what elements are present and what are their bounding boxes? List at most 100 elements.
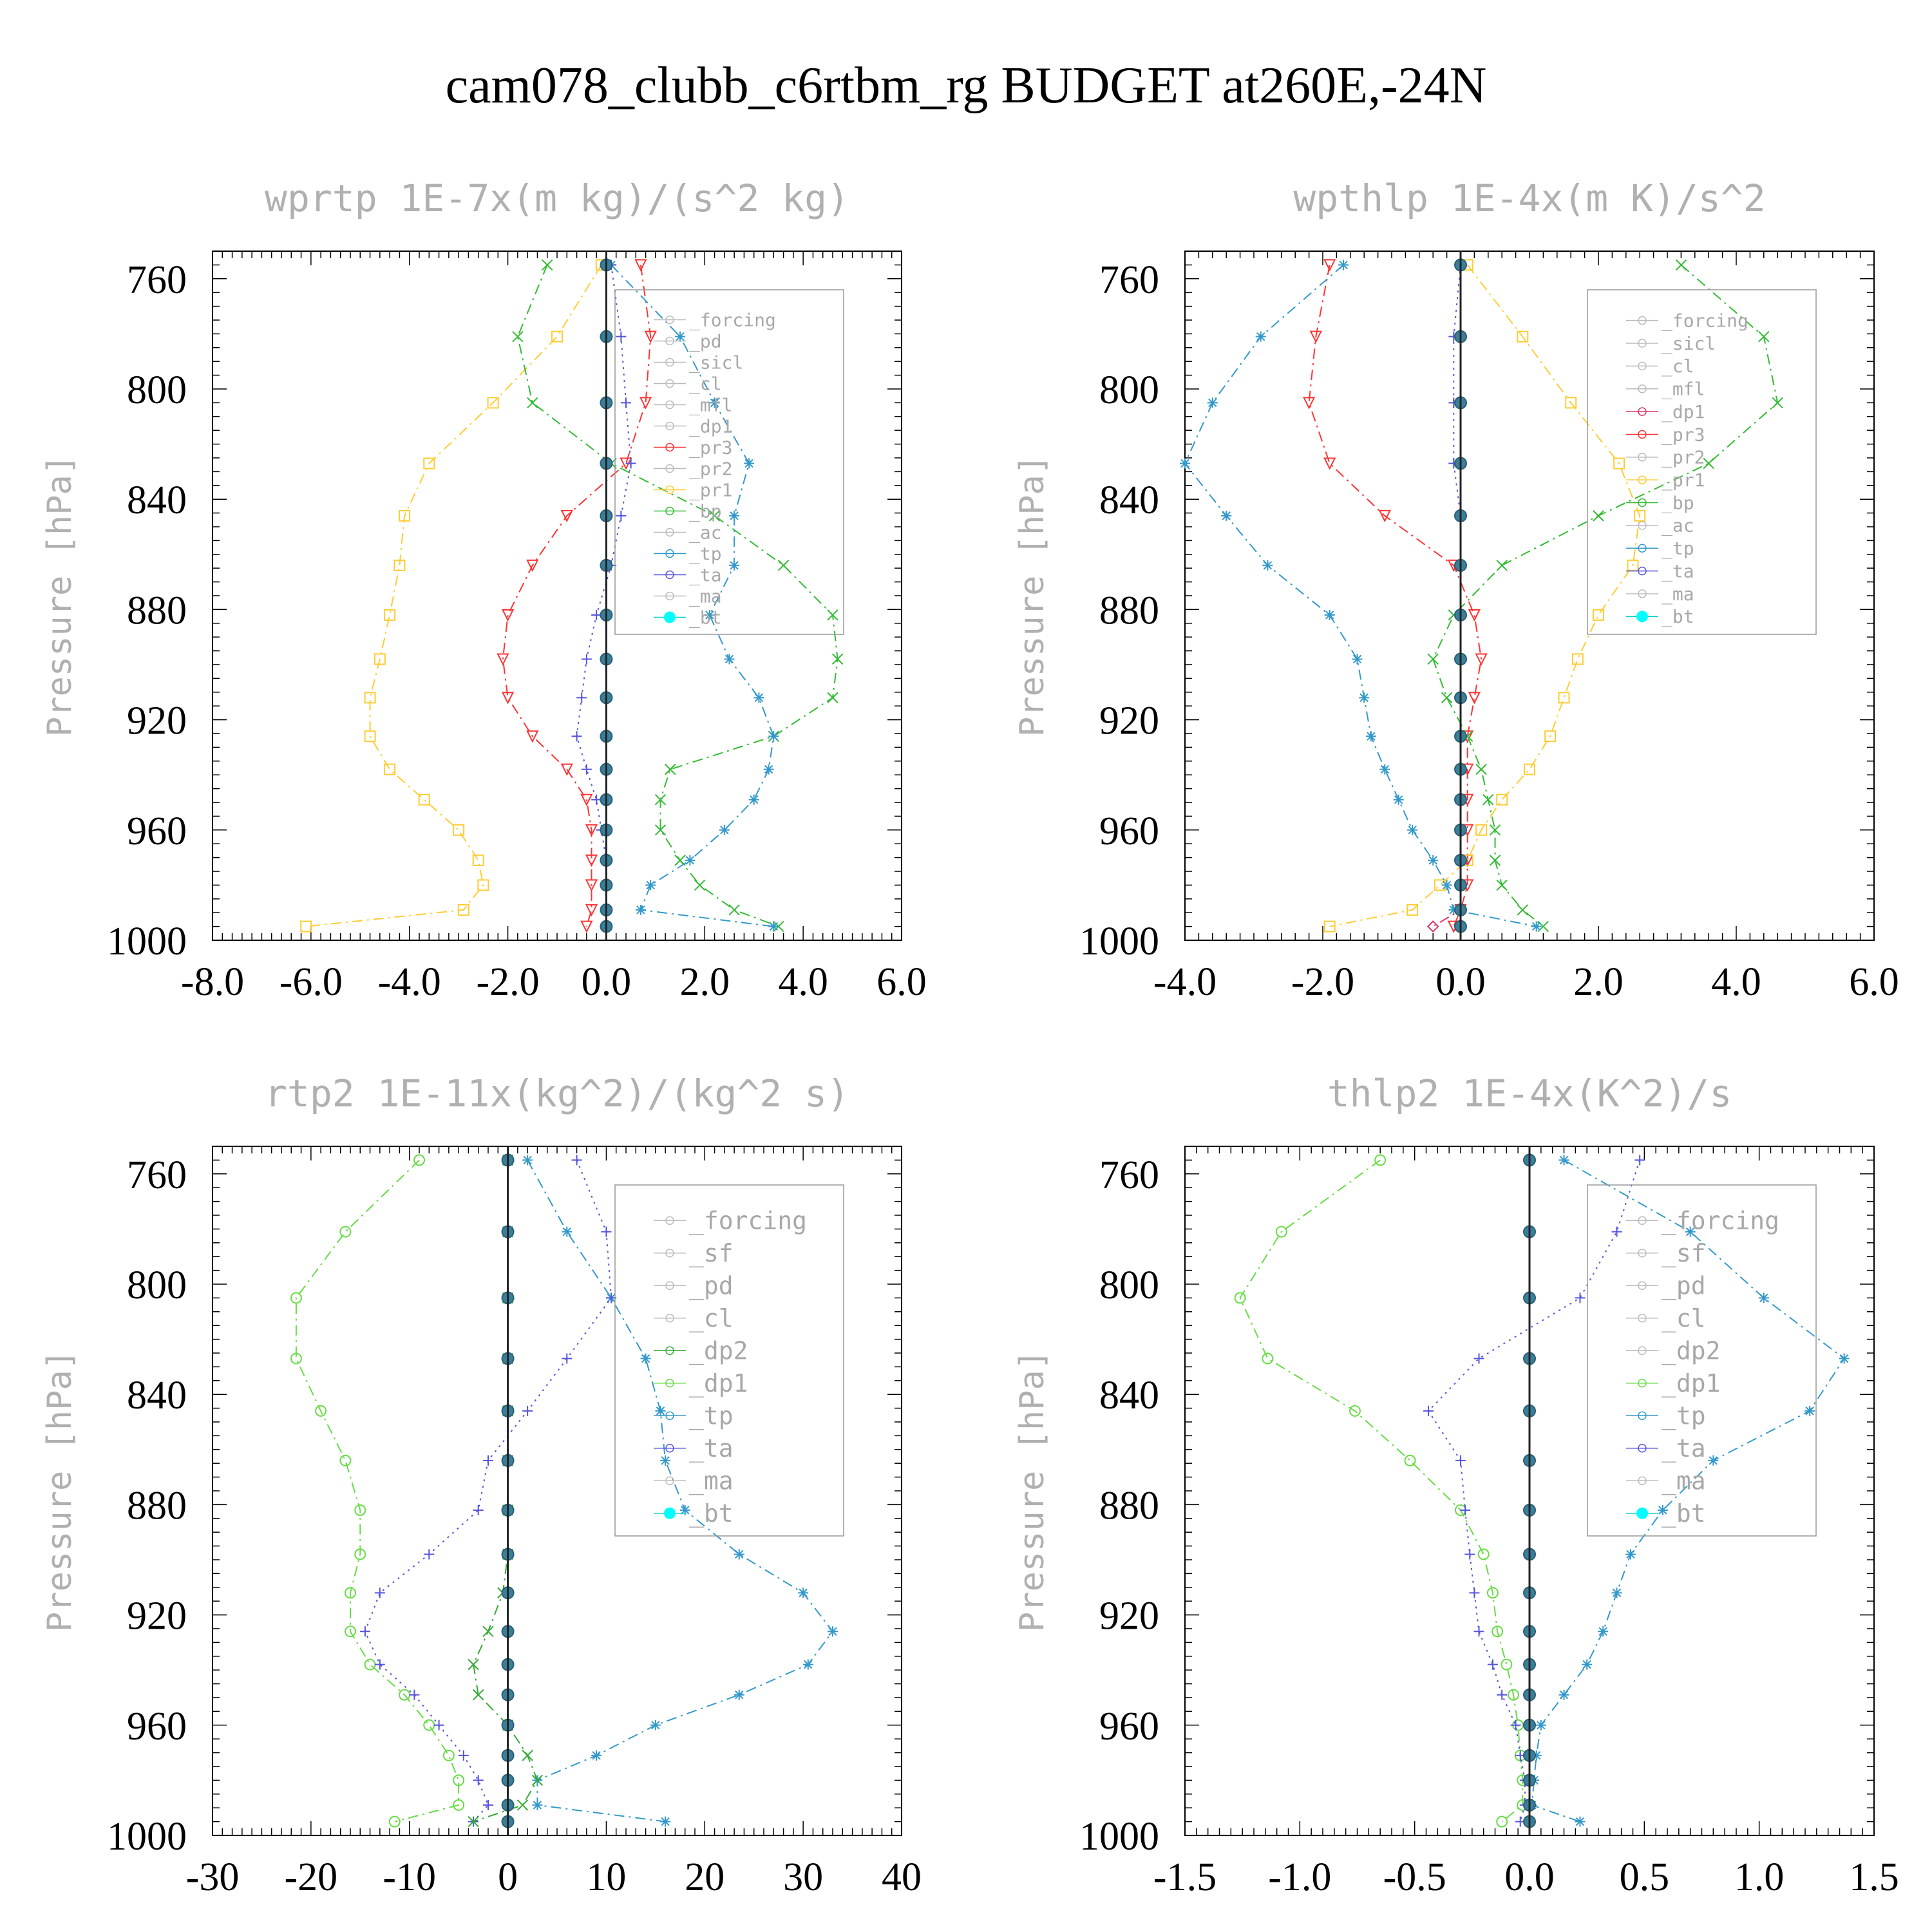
data-point [654,824,667,836]
y-tick-label: 760 [127,1153,187,1197]
data-point [374,1659,385,1670]
data-point [1262,560,1273,571]
x-tick-label: -0.5 [1383,1855,1446,1899]
y-tick-label: 840 [1099,1374,1159,1417]
data-point [704,609,715,620]
data-point [576,692,587,703]
panel-title: wpthlp 1E-4x(m K)/s^2 [1293,176,1765,220]
y-tick-label: 760 [1099,1153,1159,1197]
data-point [1496,793,1508,806]
data-point [585,854,598,867]
legend-label: _ta [1662,1434,1706,1463]
legend-label: _sf [689,1239,734,1268]
legend-label: _ta [689,564,722,586]
series-line-dp1 [1239,1159,1524,1823]
data-point [734,1549,744,1560]
data-point [1611,1587,1622,1598]
x-tick-label: 0.0 [582,960,632,1004]
data-point [650,1719,661,1730]
data-point [542,259,553,271]
data-point [526,559,539,573]
data-point [1492,1625,1504,1638]
plot-frame [212,1146,902,1836]
data-point [290,1352,302,1365]
data-point [1593,609,1604,621]
data-point [675,331,686,342]
data-point [409,1689,420,1700]
data-point [1309,330,1322,343]
data-point [1406,904,1419,916]
legend-marker [1638,339,1647,348]
data-point [354,1548,366,1560]
data-point [1497,1689,1508,1700]
data-point [1407,824,1418,835]
data-point [827,692,838,704]
legend-label: _tp [689,1402,734,1431]
data-point [1180,458,1190,469]
data-point [728,904,740,916]
data-point [560,763,573,776]
legend-marker [1638,361,1647,371]
legend-marker [1638,430,1647,439]
legend-label: _ta [1662,560,1694,582]
data-point [364,730,376,743]
data-point [1575,1293,1586,1303]
data-point [1473,1626,1484,1637]
series-line-tp [527,1159,834,1823]
data-point [374,653,386,665]
legend-label: _cl [1662,1304,1706,1333]
data-point [1634,509,1646,522]
data-point [1423,1405,1434,1416]
data-point [798,1587,809,1598]
series-line-ta [364,1160,612,1823]
data-point [522,1405,533,1416]
legend-box [1587,289,1817,635]
figure-title: cam078_clubb_c6rtbm_rg BUDGET at260E,-24… [445,57,1487,114]
data-point [601,1226,612,1237]
legend-marker [665,1444,674,1453]
legend-box [1587,1184,1817,1537]
data-point [1613,457,1625,469]
data-point [645,880,656,891]
data-point [501,609,515,622]
data-point [621,397,631,408]
y-tick-label: 920 [127,1595,187,1638]
data-point [616,510,627,521]
data-point [1427,653,1439,665]
data-point [473,1775,484,1786]
data-point [1496,560,1508,571]
y-tick-label: 880 [1099,1484,1159,1528]
y-axis-label: Pressure [hPa] [41,1350,79,1632]
y-axis-label: Pressure [hPa] [41,455,79,737]
data-point [354,1504,366,1516]
data-point [453,1799,465,1811]
y-axis-label: Pressure [hPa] [1013,1350,1052,1632]
data-point [1468,609,1481,622]
data-point [1675,259,1687,271]
data-point [635,904,646,915]
legend-marker [1638,453,1647,462]
legend-label: _dp1 [689,415,732,437]
data-point [442,1749,455,1761]
data-point [655,1405,666,1416]
data-point [413,1154,425,1166]
data-point [1486,1587,1499,1599]
legend-marker [1636,611,1648,623]
data-point [1302,397,1316,410]
data-point [1359,692,1370,703]
legend-marker [1638,1314,1647,1323]
plot-frame [1184,251,1875,941]
x-tick-label: -20 [285,1855,338,1899]
data-point [1524,763,1535,775]
data-point [472,854,484,866]
x-tick-label: -30 [186,1855,240,1899]
x-tick-label: -10 [383,1855,436,1899]
data-point [708,510,721,522]
y-tick-label: 920 [1099,1595,1159,1638]
x-tick-label: -4.0 [378,960,441,1004]
data-point [1221,510,1232,521]
data-point [562,1226,573,1237]
legend-label: _ac [689,522,722,544]
legend-marker [1638,1411,1647,1420]
panel-wprtp: wprtp 1E-7x(m kg)/(s^2 kg) Pressure [hPa]… [41,176,927,1004]
